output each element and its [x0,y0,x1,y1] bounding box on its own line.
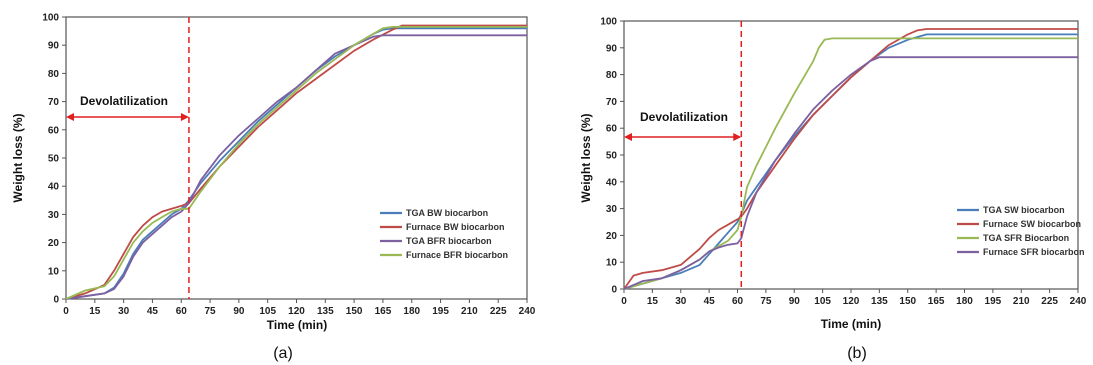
legend-label: TGA SFR Biocarbon [983,233,1069,243]
y-tick-label: 30 [606,204,618,215]
x-tick-label: 240 [519,306,536,317]
y-tick-label: 40 [48,182,60,193]
x-tick-label: 15 [89,306,101,317]
y-tick-label: 80 [48,69,60,80]
y-axis-title-a: Weight loss (%) [11,113,25,202]
x-tick-label: 210 [461,306,478,317]
x-tick-label: 210 [1013,296,1030,307]
x-tick-label: 135 [871,296,888,307]
x-tick-label: 0 [63,306,69,317]
series-line-2 [65,24,527,300]
series-line-4 [65,25,527,300]
y-axis-title-b: Weight loss (%) [579,113,593,202]
arrow-head-left [66,113,74,121]
x-tick-label: 75 [760,296,772,307]
legend-label: Furnace SW biocarbon [983,219,1081,229]
x-tick-label: 165 [375,306,392,317]
x-tick-label: 105 [814,296,831,307]
series-line-2 [623,28,1078,290]
y-tick-label: 20 [606,231,618,242]
devolatilization-label: Devolatilization [640,110,728,124]
y-tick-label: 90 [606,43,618,54]
legend-label: TGA BW biocarbon [406,208,488,218]
x-tick-label: 75 [205,306,217,317]
x-tick-label: 135 [317,306,334,317]
y-tick-label: 0 [53,295,59,306]
legend-label: TGA SW biocarbon [983,205,1065,215]
x-tick-label: 105 [259,306,276,317]
x-tick-label: 0 [621,296,627,307]
x-tick-label: 15 [647,296,659,307]
x-tick-label: 45 [704,296,716,307]
x-axis-title-b: Time (min) [821,317,881,331]
x-tick-label: 225 [490,306,507,317]
plot-area-a: 0 10 20 30 40 50 60 70 80 90 100 0 15 30 45 60 75 90 105 12… [42,13,535,318]
y-tick-label: 70 [606,97,618,108]
y-tick-label: 100 [600,17,617,28]
x-tick-label: 150 [899,296,916,307]
series-line-1 [65,27,527,300]
x-tick-label: 30 [118,306,130,317]
caption-a: (a) [273,345,293,362]
x-tick-label: 90 [789,296,801,307]
x-tick-label: 90 [233,306,245,317]
y-tick-label: 60 [606,124,618,135]
y-tick-label: 70 [48,97,60,108]
panel-b: Weight loss (%) Time (min) (b) 0 10 20 30 40… [579,17,1087,363]
x-axis-title-a: Time (min) [267,318,327,332]
x-tick-label: 120 [843,296,860,307]
panel-a: Weight loss (%) Time (min) (a) 0 10 20 30 40… [11,13,536,363]
arrow-head-right [180,113,189,121]
x-tick-label: 225 [1041,296,1058,307]
x-tick-label: 120 [288,306,305,317]
y-tick-label: 60 [48,125,60,136]
y-tick-label: 50 [48,154,60,165]
legend-label: Furnace SFR biocarbon [983,247,1085,257]
series-line-3 [65,34,527,300]
legend-label: TGA BFR biocarbon [406,236,492,246]
arrow-head-left [624,133,632,141]
y-tick-label: 10 [48,266,60,277]
x-tick-label: 180 [403,306,420,317]
plot-area-b: 0 10 20 30 40 50 60 70 80 90 100 0 15 30 45 60 75 90 105 12… [600,17,1086,308]
arrow-head-right [733,133,742,141]
y-tick-label: 40 [606,177,618,188]
x-tick-label: 195 [985,296,1002,307]
y-tick-label: 100 [42,13,59,24]
x-tick-label: 180 [956,296,973,307]
y-tick-label: 20 [48,238,60,249]
x-tick-label: 60 [176,306,188,317]
x-tick-label: 165 [928,296,945,307]
x-tick-label: 150 [346,306,363,317]
y-tick-label: 10 [606,258,618,269]
x-tick-label: 60 [732,296,744,307]
x-tick-label: 45 [147,306,159,317]
series-line-4 [623,56,1078,290]
caption-b: (b) [847,345,867,362]
legend-label: Furnace BW biocarbon [406,222,505,232]
x-tick-label: 30 [675,296,687,307]
x-tick-label: 195 [432,306,449,317]
x-tick-label: 240 [1070,296,1087,307]
y-tick-label: 50 [606,151,618,162]
y-tick-label: 0 [611,285,617,296]
devolatilization-label: Devolatilization [80,94,168,108]
y-tick-label: 30 [48,210,60,221]
legend-label: Furnace BFR biocarbon [406,250,508,260]
y-tick-label: 80 [606,70,618,81]
y-tick-label: 90 [48,41,60,52]
